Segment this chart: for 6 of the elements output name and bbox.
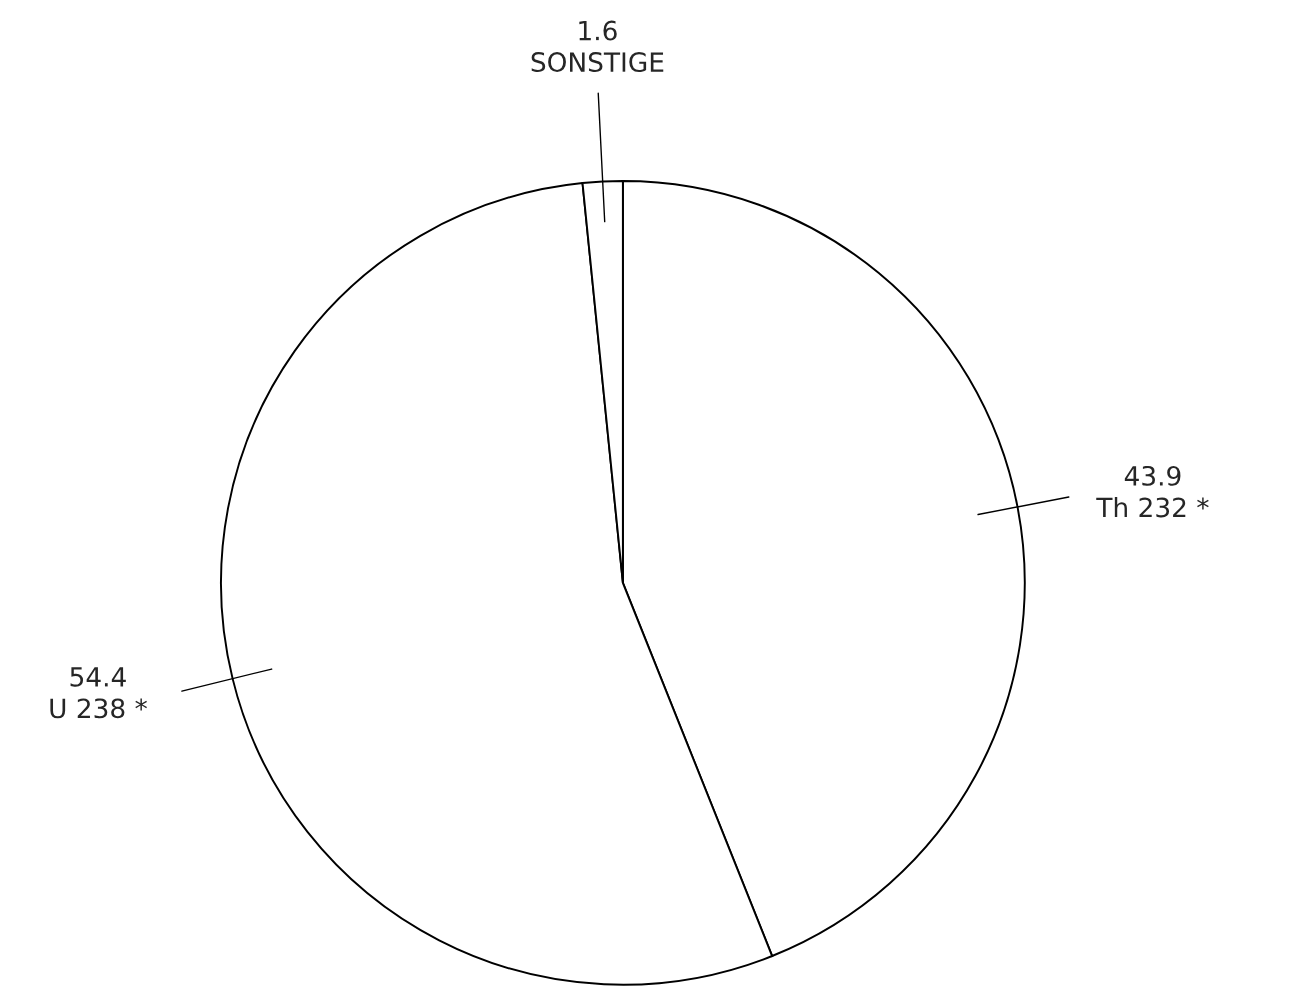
- data-label: 54.4: [70, 667, 126, 687]
- slice-label: U 238 *: [50, 698, 147, 719]
- data-label: 43.9: [1124, 465, 1181, 486]
- slice-label: Th 232 *: [1096, 496, 1209, 518]
- slice-label: SONSTIGE: [531, 52, 664, 73]
- data-label: 1.6: [579, 20, 617, 41]
